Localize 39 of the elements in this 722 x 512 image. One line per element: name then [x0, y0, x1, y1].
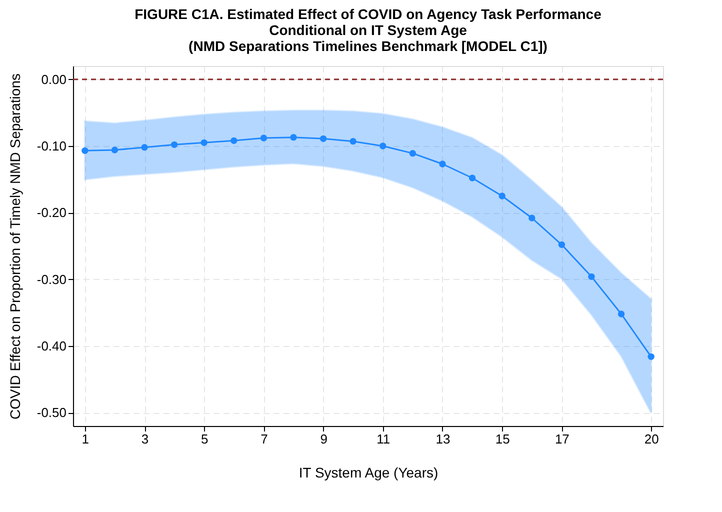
x-axis-title: IT System Age (Years)	[298, 464, 438, 480]
point	[200, 139, 208, 146]
x-tick-label: 15	[495, 432, 510, 446]
y-tick-label: -0.10	[36, 138, 66, 154]
point	[558, 241, 566, 248]
y-tick-label: -0.30	[36, 272, 66, 287]
x-tick-label: 20	[644, 432, 659, 446]
x-tick-label: 17	[554, 432, 570, 446]
point	[498, 192, 506, 200]
point	[320, 135, 327, 142]
x-tick-label: 11	[376, 432, 390, 446]
point	[260, 134, 268, 142]
point	[648, 353, 654, 360]
x-tick-label: 7	[260, 432, 268, 446]
y-tick-label: -0.40	[36, 338, 66, 354]
x-tick-label: 3	[141, 432, 149, 446]
point	[111, 146, 118, 154]
point	[468, 174, 476, 182]
point	[439, 160, 446, 168]
chart-title: FIGURE C1A. Estimated Effect of COVID on Agency Task Performance Conditional on IT System Age (NMD Separations Timelines Benchmark [MODEL C1])	[134, 6, 602, 54]
point	[618, 310, 625, 318]
point	[141, 144, 148, 151]
point	[230, 137, 238, 144]
point	[588, 273, 595, 280]
x-tick-label: 13	[436, 432, 450, 446]
x-tick-label: 9	[320, 432, 328, 446]
point	[350, 138, 356, 145]
x-tick-label: 1	[82, 432, 90, 446]
y-tick-label: -0.50	[36, 405, 66, 420]
point	[290, 134, 297, 141]
point	[170, 141, 178, 148]
point	[380, 142, 386, 150]
y-tick-label: 0.00	[41, 72, 66, 87]
x-tick-label: 5	[200, 432, 208, 446]
y-tick-label: -0.20	[36, 205, 66, 220]
point	[82, 147, 88, 154]
point	[528, 214, 536, 222]
y-axis-title: COVID Effect on Proportion of Timely NMD Separations	[6, 74, 23, 420]
point	[409, 150, 416, 157]
